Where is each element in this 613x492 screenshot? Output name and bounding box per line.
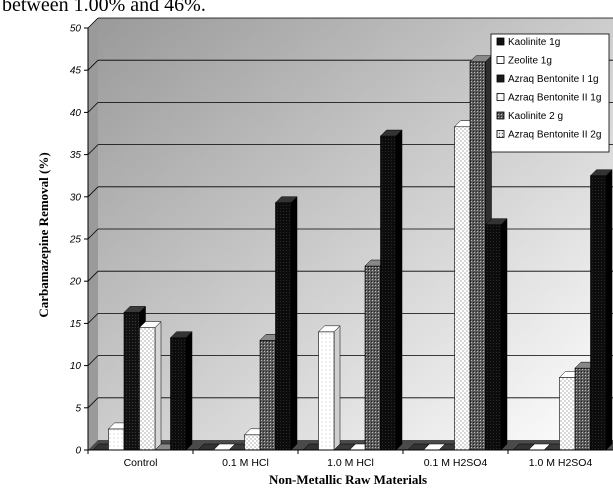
bar — [317, 325, 341, 451]
bar-front — [590, 175, 607, 451]
x-axis-title: Non-Metallic Raw Materials — [269, 472, 427, 487]
y-tick-label: 20 — [69, 277, 82, 288]
bar-front — [364, 265, 381, 451]
y-tick-label: 50 — [70, 24, 82, 35]
y-axis-ticks: 0 5 10 15 20 25 30 35 40 45 50 — [69, 24, 88, 457]
bar-side — [500, 218, 508, 451]
bar-front — [123, 312, 140, 451]
gridline-diagonal — [87, 397, 99, 409]
legend-label: Azraq Bentonite II 2g — [508, 130, 601, 141]
y-tick-label: 10 — [70, 361, 82, 372]
bar-front — [170, 337, 187, 451]
gridline-diagonal — [87, 228, 99, 240]
x-axis-ticks: Control 0.1 M HCl 1.0 M HCl 0.1 M H2SO4 1.0 … — [87, 450, 593, 469]
gridline-diagonal — [87, 270, 99, 282]
bar-top — [123, 306, 147, 313]
bar-side — [185, 331, 193, 451]
x-tick-label: 1.0 M HCl — [327, 457, 374, 469]
gridline-diagonal — [87, 102, 99, 113]
legend-box — [490, 33, 610, 153]
bar — [138, 321, 162, 451]
bar-top — [138, 321, 162, 328]
bar-front — [259, 339, 276, 451]
legend-swatch — [496, 111, 505, 120]
bar-front — [244, 434, 261, 451]
bar — [589, 169, 613, 451]
bar-front — [574, 367, 591, 451]
bar-front — [380, 135, 397, 451]
bar-front — [275, 202, 292, 451]
bar-side — [290, 196, 298, 451]
legend-swatch — [496, 56, 505, 64]
bar-side — [333, 325, 341, 451]
legend-label: Azraq Bentonite I 1g — [508, 74, 599, 85]
bar-side — [395, 129, 403, 451]
legend-label: Kaolinite 1g — [508, 37, 560, 48]
bar-top — [484, 218, 508, 225]
bar — [169, 331, 193, 451]
y-axis-title: Carbamazepine Removal (%) — [36, 152, 51, 317]
y-tick-label: 40 — [70, 108, 82, 119]
bar-front — [318, 331, 335, 451]
x-tick-label: 0.1 M HCl — [222, 457, 269, 469]
bar-front — [108, 428, 125, 451]
y-tick-label: 45 — [70, 66, 82, 77]
gridline-diagonal — [87, 59, 99, 71]
bar-side — [154, 321, 162, 451]
bar-front — [485, 224, 502, 451]
legend-swatch — [496, 93, 505, 101]
bar — [274, 196, 298, 451]
bar-front — [559, 377, 576, 451]
y-tick-label: 25 — [69, 235, 82, 246]
bar-top — [169, 331, 193, 338]
legend-label: Zeolite 1g — [508, 56, 552, 67]
bar — [379, 129, 403, 451]
bar-top — [274, 196, 298, 203]
gridline-diagonal — [87, 186, 99, 198]
gridline-diagonal — [87, 355, 99, 366]
y-tick-label: 15 — [70, 319, 82, 330]
gridline-diagonal — [87, 144, 99, 155]
legend: Kaolinite 1g Zeolite 1g Azraq Bentonite I … — [490, 33, 610, 153]
legend-swatch — [496, 74, 505, 83]
bar-front — [139, 327, 156, 451]
x-tick-label: 0.1 M H2SO4 — [424, 457, 488, 469]
legend-swatch — [496, 130, 505, 138]
bar-top — [379, 129, 403, 137]
legend-swatch — [496, 37, 505, 46]
x-tick-label: Control — [124, 457, 158, 469]
bar-side — [605, 169, 613, 451]
bar-top — [589, 169, 613, 176]
gridline-diagonal — [87, 313, 99, 324]
bar — [484, 218, 508, 451]
x-tick-label: 1.0 M H2SO4 — [529, 457, 593, 469]
bar-front — [454, 126, 471, 451]
gridline-diagonal — [87, 17, 99, 29]
bar-top — [317, 325, 341, 333]
caption-fragment: between 1.00% and 46%. — [2, 0, 206, 16]
legend-label: Kaolinite 2 g — [508, 111, 563, 122]
y-tick-label: 0 — [75, 446, 81, 457]
y-tick-label: 35 — [70, 150, 82, 161]
y-tick-label: 30 — [70, 192, 82, 203]
bar-front — [469, 61, 486, 451]
y-tick-label: 5 — [75, 403, 81, 414]
legend-label: Azraq Bentonite II 1g — [508, 93, 601, 104]
